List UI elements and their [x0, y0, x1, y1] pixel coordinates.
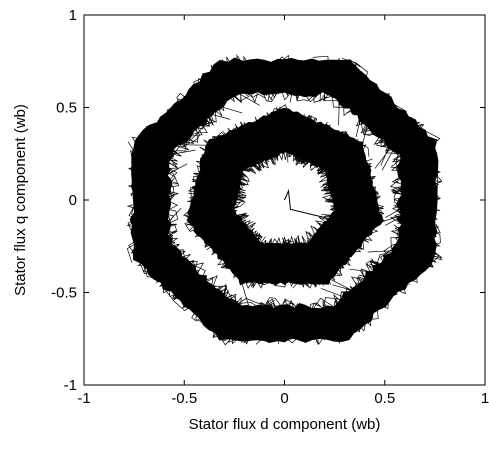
flux-ring-strands [126, 54, 443, 346]
y-tick-label: 0.5 [56, 100, 77, 117]
y-tick-label: -0.5 [51, 285, 77, 302]
x-tick-label: 0.5 [374, 390, 395, 407]
y-tick-label: -1 [64, 377, 77, 394]
x-tick-label: 1 [481, 390, 489, 407]
y-axis-label: Stator flux q component (wb) [12, 104, 29, 296]
x-axis-label: Stator flux d component (wb) [189, 416, 381, 433]
x-tick-label: -0.5 [171, 390, 197, 407]
y-tick-label: 0 [69, 192, 77, 209]
y-tick-label: 1 [69, 7, 77, 24]
flux-startup-path [284, 188, 329, 219]
x-tick-label: -1 [77, 390, 90, 407]
flux-ring-strands [183, 104, 386, 289]
x-axis: -1 -0.5 0 0.5 1 [77, 15, 489, 407]
x-tick-label: 0 [280, 390, 288, 407]
flux-ring-band [129, 57, 439, 343]
y-axis: -1 -0.5 0 0.5 1 [51, 7, 485, 394]
plot-area [126, 54, 443, 346]
flux-transition-strands [164, 91, 414, 309]
